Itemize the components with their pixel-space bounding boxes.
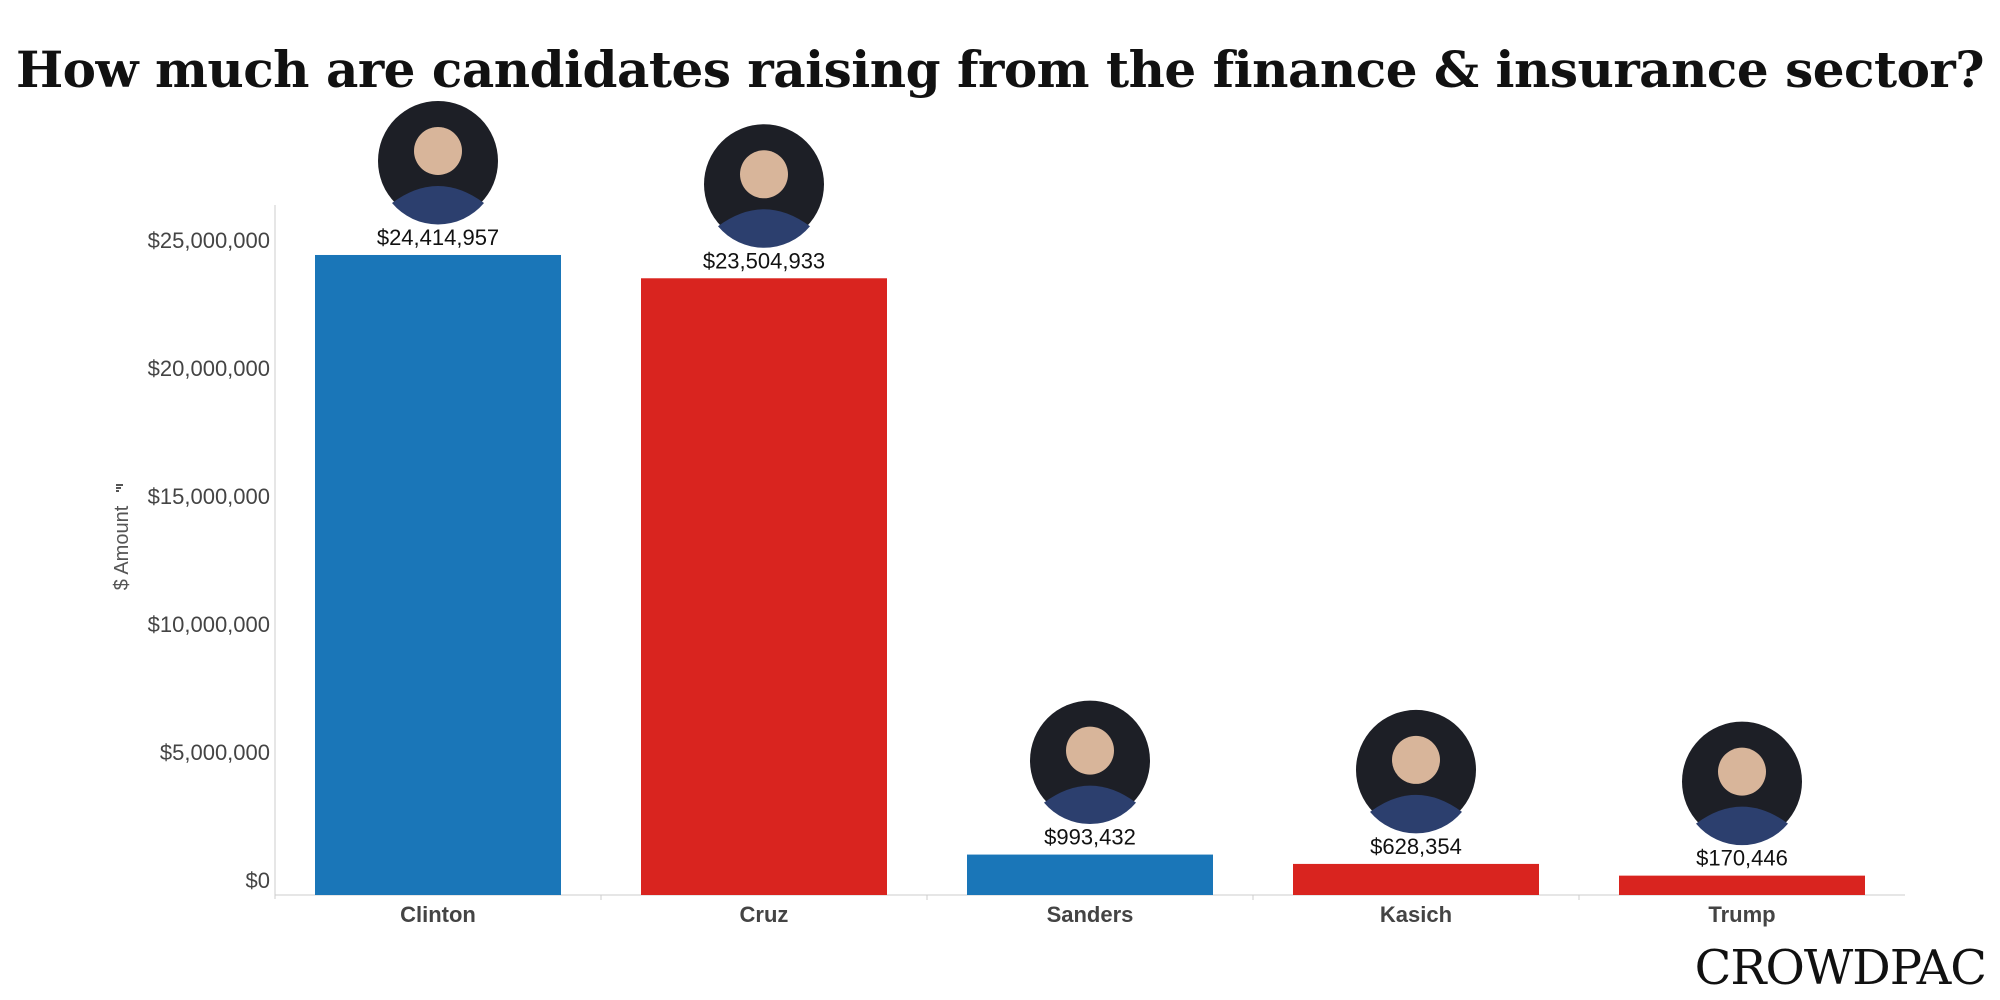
bars [315,254,1865,896]
value-label-kasich: $628,354 [1370,834,1462,859]
axes: $0 $5,000,000 $10,000,000 $15,000,000 $20,00… [111,205,1905,900]
sort-icon[interactable] [116,484,123,492]
person-photo-icon [1356,709,1476,834]
person-photo-icon [1030,700,1150,825]
y-axis-title: $ Amount [111,505,133,590]
y-tick-label: $5,000,000 [160,740,270,765]
y-tick-label: $0 [246,868,270,893]
person-photo-icon [704,124,824,248]
value-label-clinton: $24,414,957 [377,225,499,250]
value-label-sanders: $993,432 [1044,825,1136,850]
bar-kasich[interactable] [1293,863,1539,895]
brand-logo: CROWDPAC [1694,940,1987,996]
bar-trump[interactable] [1619,875,1865,895]
value-label-trump: $170,446 [1696,846,1788,871]
category-label-sanders: Sanders [1047,902,1134,927]
category-label-cruz: Cruz [740,902,789,927]
y-tick-label: $10,000,000 [148,612,270,637]
category-label-kasich: Kasich [1380,902,1452,927]
bar-clinton[interactable] [315,254,561,895]
category-label-clinton: Clinton [400,902,476,927]
person-photo-icon [378,100,498,225]
y-tick-label: $15,000,000 [148,484,270,509]
value-label-cruz: $23,504,933 [703,248,825,273]
y-tick-label: $25,000,000 [148,228,270,253]
bar-sanders[interactable] [967,854,1213,895]
y-tick-label: $20,000,000 [148,356,270,381]
chart-title: How much are candidates raising from the… [15,40,1985,99]
person-photo-icon [1682,721,1802,846]
category-label-trump: Trump [1708,902,1775,927]
labels: $24,414,957 Clinton $23,504,933 Cruz $993,43… [377,100,1802,927]
bar-cruz[interactable] [641,278,887,896]
